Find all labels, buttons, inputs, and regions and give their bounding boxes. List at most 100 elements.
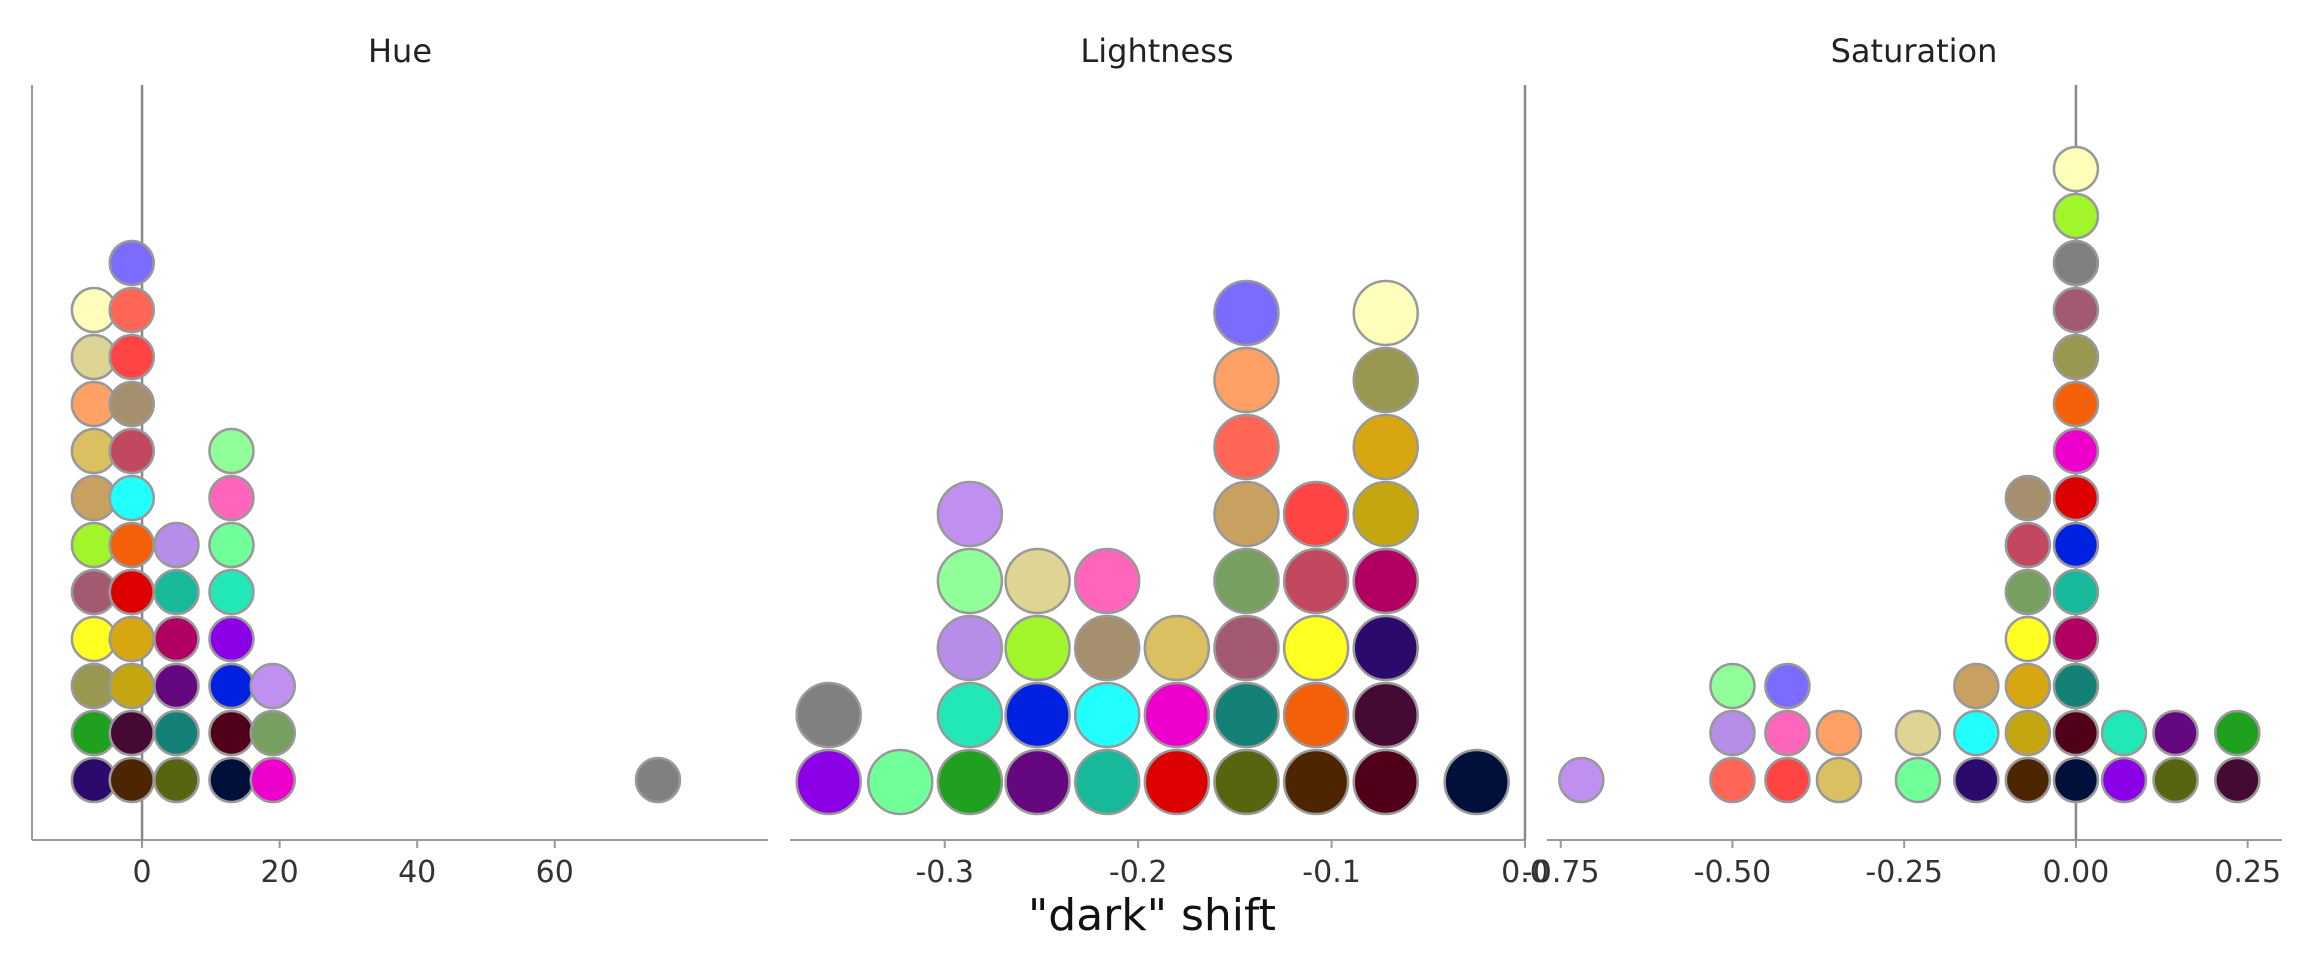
data-point	[2214, 756, 2261, 804]
figure-xlabel: "dark" shift	[1028, 890, 1276, 941]
data-point	[153, 662, 200, 710]
x-tick-label: 20	[261, 855, 299, 890]
data-point	[1073, 748, 1141, 816]
data-point	[1352, 413, 1419, 481]
data-point	[108, 615, 155, 663]
data-point	[108, 756, 155, 804]
data-point	[2004, 709, 2052, 757]
data-point	[153, 568, 200, 616]
data-point	[1213, 279, 1280, 347]
data-point	[1004, 547, 1071, 615]
data-point	[153, 521, 200, 569]
data-point	[208, 615, 255, 663]
data-point	[1815, 709, 1863, 757]
data-point	[1282, 614, 1350, 682]
data-point	[2004, 756, 2052, 804]
x-tick-label: -0.2	[1109, 855, 1168, 890]
data-point	[634, 756, 682, 804]
data-point	[1352, 614, 1419, 682]
x-tick-label: -0.75	[1522, 855, 1600, 890]
x-tick-label: -0.25	[1865, 855, 1943, 890]
data-point	[1352, 480, 1419, 548]
data-point	[1709, 709, 1756, 757]
data-point	[208, 709, 255, 757]
data-point	[936, 681, 1004, 749]
data-point	[2052, 333, 2100, 381]
data-point	[795, 748, 862, 816]
x-tick-label: 0.00	[2043, 855, 2110, 890]
data-point	[1709, 662, 1756, 710]
data-point	[1213, 547, 1280, 615]
data-point	[1282, 748, 1350, 816]
data-point	[2052, 521, 2100, 569]
data-point	[1073, 614, 1141, 682]
data-point	[2004, 474, 2052, 522]
data-point	[1213, 480, 1280, 548]
data-point	[108, 568, 155, 616]
data-point	[1073, 681, 1141, 749]
data-point	[936, 614, 1004, 682]
data-point	[936, 480, 1004, 548]
data-point	[1764, 662, 1811, 710]
data-point	[2052, 286, 2100, 334]
data-point	[1143, 748, 1211, 816]
data-point	[249, 709, 296, 757]
data-point	[795, 681, 862, 749]
data-point	[2152, 709, 2199, 757]
data-point	[2100, 756, 2148, 804]
data-point	[1894, 709, 1942, 757]
data-point	[2052, 756, 2100, 804]
data-point	[249, 662, 296, 710]
data-point	[108, 474, 155, 522]
data-point	[2052, 192, 2100, 240]
data-point	[2052, 709, 2100, 757]
data-point	[1894, 756, 1942, 804]
data-point	[1953, 709, 2000, 757]
x-tick-label: -0.3	[915, 855, 974, 890]
data-point	[2052, 474, 2100, 522]
data-point	[2004, 521, 2052, 569]
data-point	[1352, 681, 1419, 749]
data-point	[1004, 748, 1071, 816]
x-tick-label: 60	[536, 855, 574, 890]
data-point	[208, 427, 255, 475]
x-tick-label: 0.0	[1501, 855, 1549, 890]
data-point	[936, 547, 1004, 615]
x-tick-label: 0.25	[2214, 855, 2281, 890]
data-point	[108, 380, 155, 428]
data-point	[2052, 380, 2100, 428]
data-point	[1213, 413, 1280, 481]
x-tick-label: 0	[133, 855, 152, 890]
data-point	[249, 756, 296, 804]
data-point	[1764, 756, 1811, 804]
data-point	[1764, 709, 1811, 757]
panel-title-lightness: Lightness	[1080, 32, 1234, 70]
data-point	[936, 748, 1004, 816]
data-point	[208, 662, 255, 710]
data-point	[1352, 547, 1419, 615]
data-point	[1213, 614, 1280, 682]
data-point	[153, 709, 200, 757]
data-point	[2214, 709, 2261, 757]
data-point	[108, 239, 155, 287]
data-point	[108, 333, 155, 381]
data-point	[1352, 748, 1419, 816]
x-tick-label: 40	[398, 855, 436, 890]
data-point	[2052, 662, 2100, 710]
data-point	[2052, 427, 2100, 475]
data-point	[2052, 568, 2100, 616]
data-point	[1443, 748, 1510, 816]
data-point	[1004, 614, 1071, 682]
data-point	[108, 709, 155, 757]
data-point	[2004, 662, 2052, 710]
data-point	[208, 568, 255, 616]
x-tick-label: -0.50	[1694, 855, 1772, 890]
data-point	[2100, 709, 2148, 757]
data-point	[1815, 756, 1863, 804]
data-point	[1282, 480, 1350, 548]
panel-title-saturation: Saturation	[1830, 32, 1998, 70]
data-point	[867, 748, 934, 816]
data-point	[1073, 547, 1141, 615]
